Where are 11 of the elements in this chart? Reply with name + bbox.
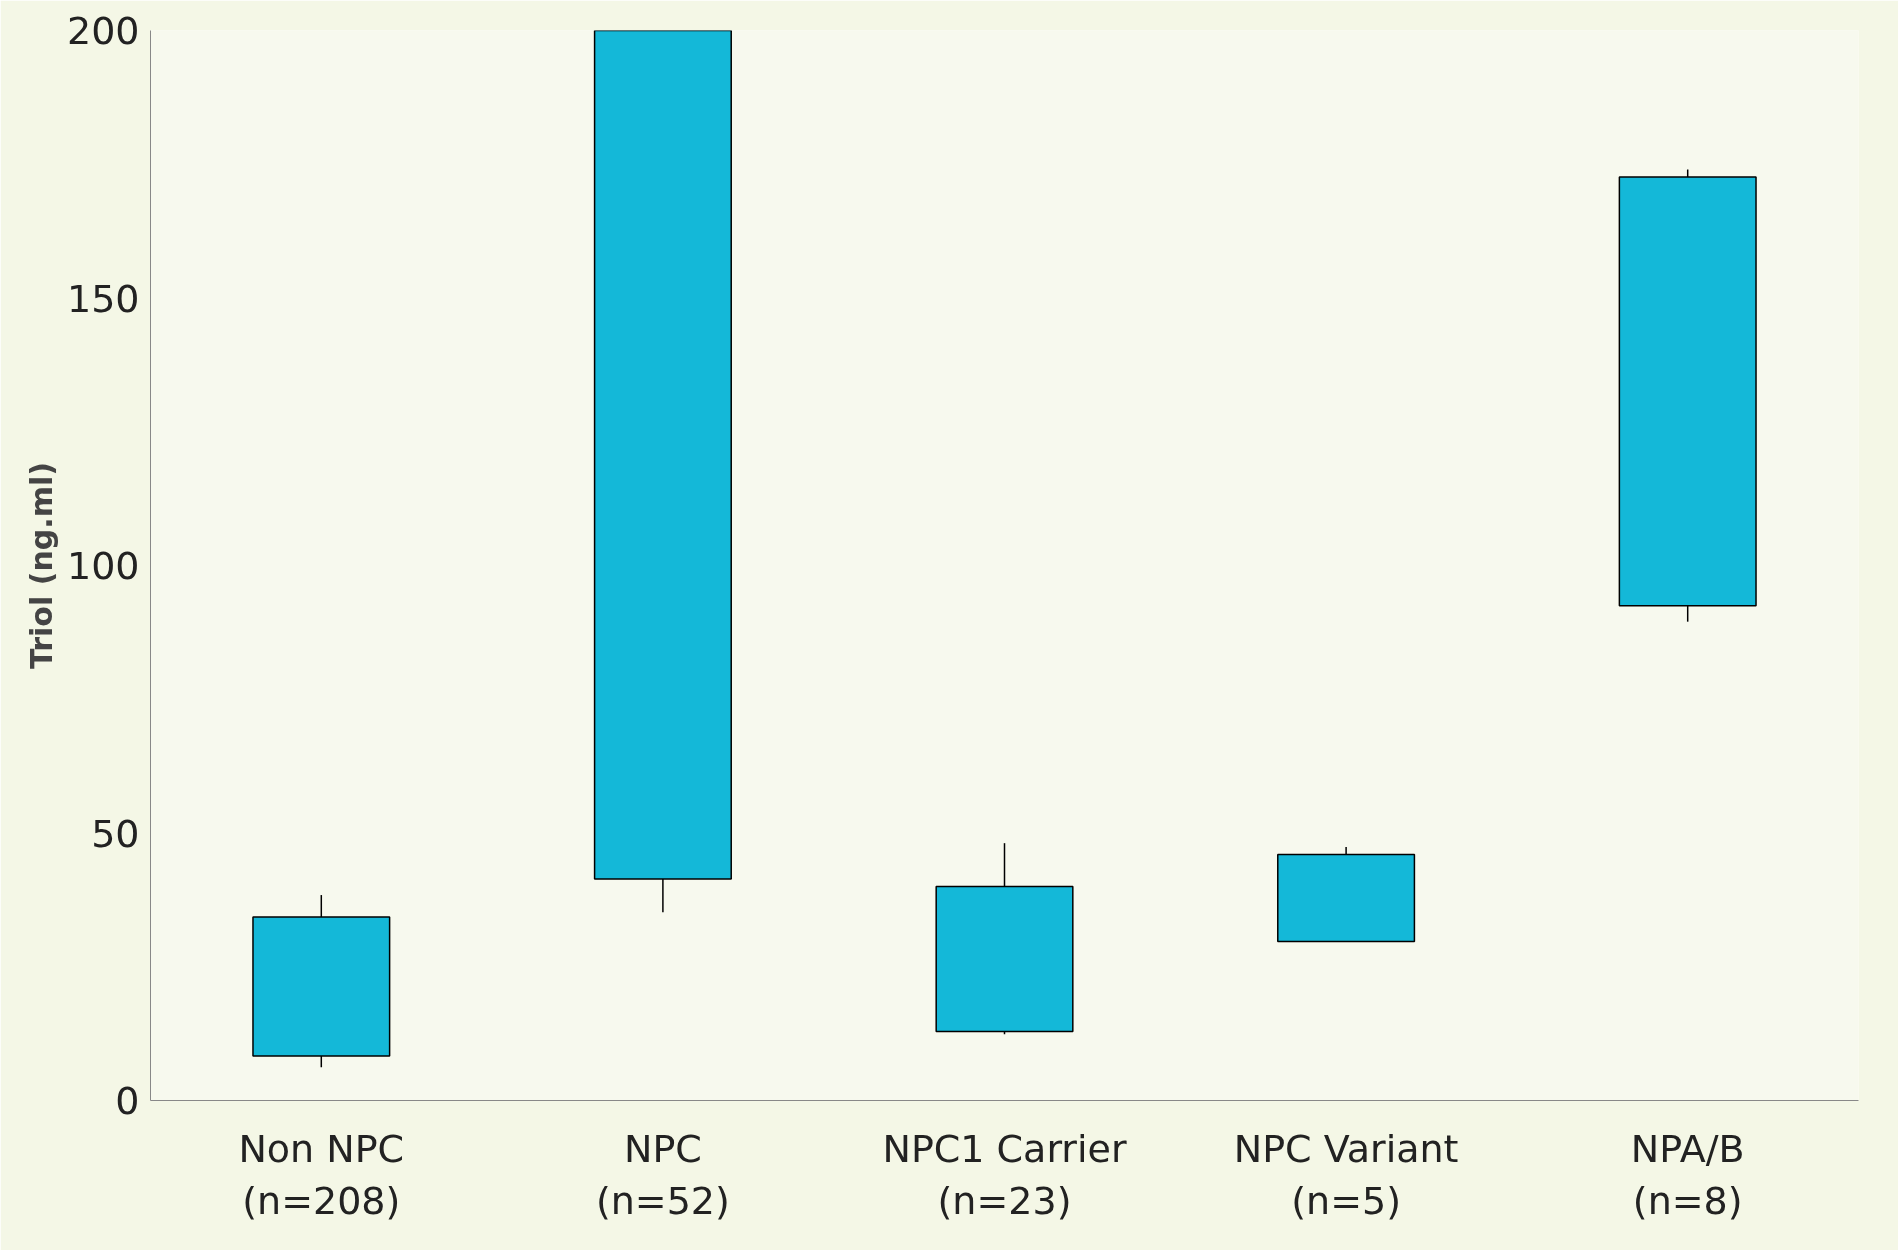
x-tick-label: NPC (n=52) [595, 1126, 730, 1224]
x-tick-label: NPA/B (n=8) [1630, 1126, 1745, 1224]
y-tick-label: 150 [66, 276, 140, 321]
x-tick-label: NPC1 Carrier (n=23) [882, 1126, 1127, 1224]
y-axis-title: Triol (ng.ml) [23, 462, 59, 669]
y-tick-label: 0 [115, 1079, 140, 1123]
x-tick-label: Non NPC (n=208) [238, 1126, 405, 1224]
x-tick-label: NPC Variant (n=5) [1233, 1126, 1459, 1224]
y-tick-label: 50 [91, 811, 140, 856]
y-tick-label: 100 [66, 544, 140, 588]
y-tick-label: 200 [66, 9, 140, 53]
